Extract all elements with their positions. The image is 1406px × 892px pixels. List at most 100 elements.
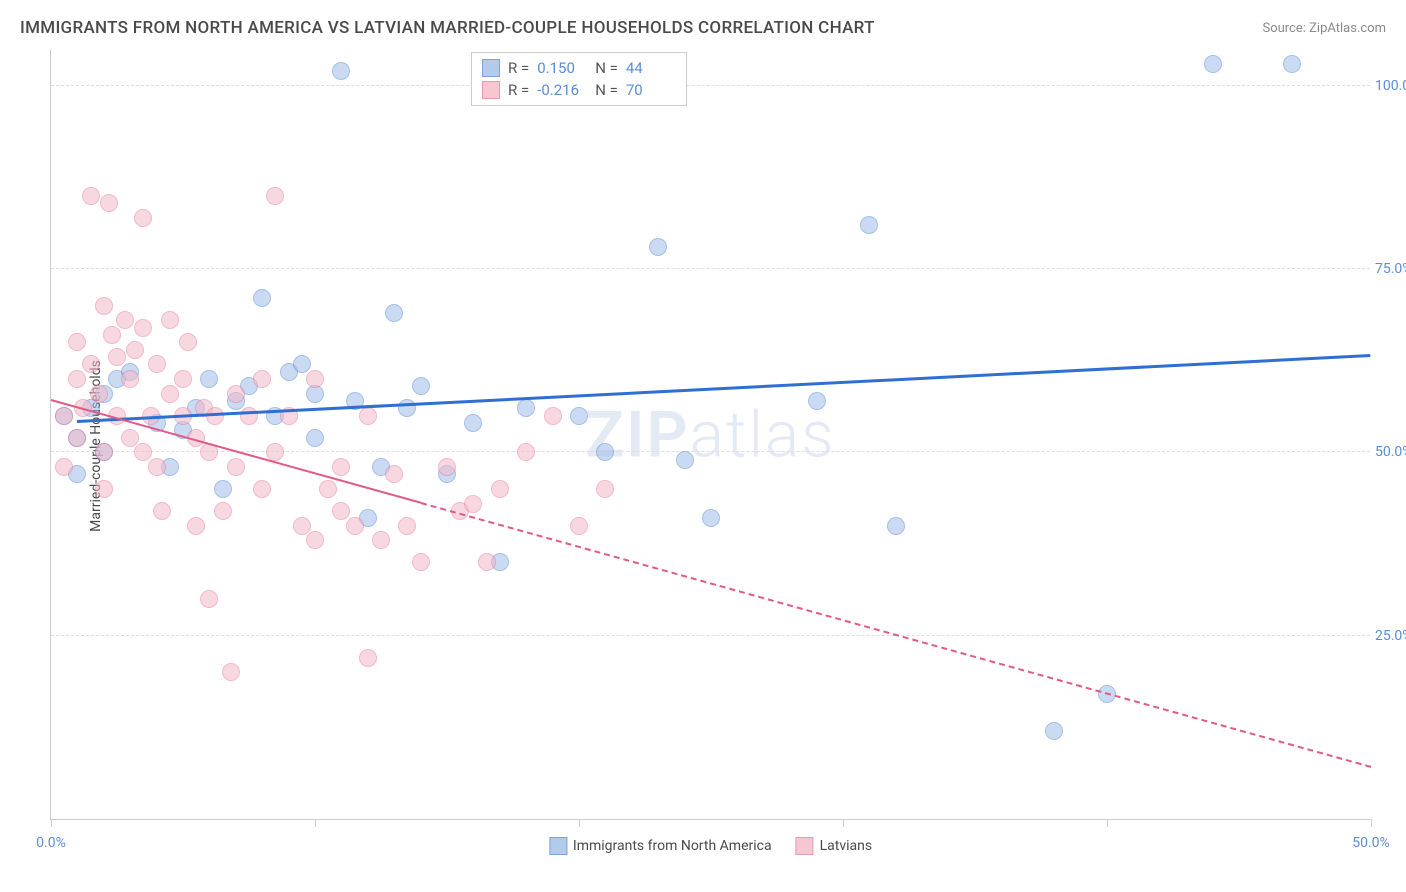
data-point — [676, 451, 694, 469]
data-point — [544, 407, 562, 425]
data-point — [332, 502, 350, 520]
data-point — [438, 458, 456, 476]
chart-header: IMMIGRANTS FROM NORTH AMERICA VS LATVIAN… — [20, 18, 1386, 38]
x-tick — [51, 819, 52, 827]
legend-swatch — [482, 59, 500, 77]
data-point — [860, 216, 878, 234]
regression-line — [77, 354, 1371, 423]
x-tick-label: 50.0% — [1352, 835, 1390, 851]
legend-item: Immigrants from North America — [549, 837, 772, 855]
stat-n-value: 70 — [626, 81, 676, 99]
data-point — [90, 385, 108, 403]
data-point — [887, 517, 905, 535]
data-point — [214, 480, 232, 498]
data-point — [68, 429, 86, 447]
legend-label: Latvians — [820, 838, 873, 854]
data-point — [266, 187, 284, 205]
legend-swatch — [549, 837, 567, 855]
data-point — [100, 194, 118, 212]
data-point — [161, 385, 179, 403]
data-point — [134, 443, 152, 461]
source-attribution: Source: ZipAtlas.com — [1262, 21, 1386, 36]
x-tick — [315, 819, 316, 827]
data-point — [412, 377, 430, 395]
data-point — [55, 407, 73, 425]
y-tick-label: 100.0% — [1375, 78, 1406, 94]
data-point — [517, 443, 535, 461]
data-point — [306, 429, 324, 447]
stat-r-value: -0.216 — [537, 81, 587, 99]
data-point — [227, 385, 245, 403]
data-point — [359, 407, 377, 425]
data-point — [1204, 55, 1222, 73]
x-tick — [579, 819, 580, 827]
legend-label: Immigrants from North America — [573, 838, 772, 854]
stat-r-label: R = — [508, 81, 529, 99]
data-point — [134, 209, 152, 227]
gridline — [51, 268, 1370, 269]
gridline — [51, 85, 1370, 86]
chart-title: IMMIGRANTS FROM NORTH AMERICA VS LATVIAN… — [20, 18, 875, 38]
data-point — [103, 326, 121, 344]
data-point — [222, 663, 240, 681]
stat-n-label: N = — [595, 81, 618, 99]
data-point — [385, 304, 403, 322]
data-point — [121, 370, 139, 388]
x-tick — [1371, 819, 1372, 827]
data-point — [240, 407, 258, 425]
x-tick — [1107, 819, 1108, 827]
legend-item: Latvians — [796, 837, 873, 855]
data-point — [702, 509, 720, 527]
data-point — [95, 480, 113, 498]
data-point — [253, 289, 271, 307]
data-point — [227, 458, 245, 476]
data-point — [306, 370, 324, 388]
data-point — [116, 311, 134, 329]
data-point — [174, 370, 192, 388]
data-point — [517, 399, 535, 417]
y-tick-label: 50.0% — [1375, 444, 1406, 460]
stats-legend: R =0.150N =44R =-0.216N =70 — [471, 52, 687, 106]
scatter-plot-area: ZIPatlas 25.0%50.0%75.0%100.0%0.0%50.0%R… — [50, 50, 1370, 820]
data-point — [464, 495, 482, 513]
data-point — [346, 517, 364, 535]
data-point — [161, 311, 179, 329]
legend-swatch — [482, 81, 500, 99]
x-tick-label: 0.0% — [36, 835, 66, 851]
gridline — [51, 451, 1370, 452]
legend-swatch — [796, 837, 814, 855]
data-point — [570, 407, 588, 425]
data-point — [478, 553, 496, 571]
data-point — [332, 62, 350, 80]
data-point — [385, 465, 403, 483]
data-point — [134, 319, 152, 337]
data-point — [68, 370, 86, 388]
stat-n-value: 44 — [626, 59, 676, 77]
data-point — [179, 333, 197, 351]
data-point — [82, 355, 100, 373]
data-point — [153, 502, 171, 520]
data-point — [108, 348, 126, 366]
data-point — [596, 443, 614, 461]
data-point — [306, 531, 324, 549]
x-tick — [843, 819, 844, 827]
data-point — [319, 480, 337, 498]
data-point — [293, 355, 311, 373]
data-point — [359, 649, 377, 667]
data-point — [464, 414, 482, 432]
data-point — [200, 590, 218, 608]
stat-n-label: N = — [595, 59, 618, 77]
data-point — [372, 531, 390, 549]
y-tick-label: 25.0% — [1375, 628, 1406, 644]
data-point — [214, 502, 232, 520]
stat-r-label: R = — [508, 59, 529, 77]
data-point — [82, 187, 100, 205]
data-point — [126, 341, 144, 359]
data-point — [55, 458, 73, 476]
data-point — [121, 429, 139, 447]
data-point — [808, 392, 826, 410]
data-point — [253, 370, 271, 388]
data-point — [570, 517, 588, 535]
data-point — [1283, 55, 1301, 73]
data-point — [293, 517, 311, 535]
